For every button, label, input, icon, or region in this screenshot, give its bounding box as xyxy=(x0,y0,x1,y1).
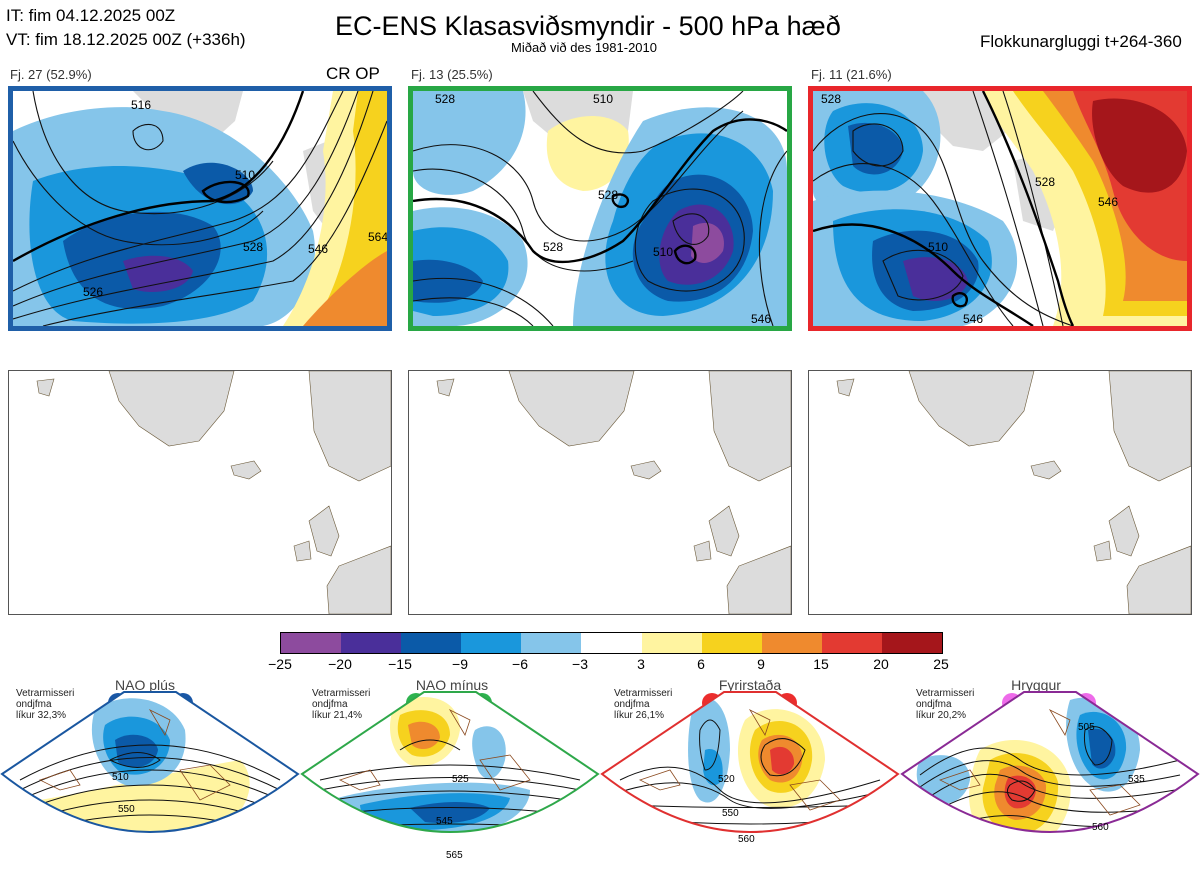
contour-label: 510 xyxy=(928,240,948,254)
cluster-map-3: 528 528 510 546 546 xyxy=(808,86,1192,331)
contour-label: 546 xyxy=(308,242,328,256)
page-subtitle: Miðað við des 1981-2010 xyxy=(511,40,657,55)
contour-label: 528 xyxy=(243,240,263,254)
colorbar xyxy=(280,632,943,654)
colorbar-swatch xyxy=(581,633,642,653)
regime-2-contour-label: 545 xyxy=(436,816,453,827)
contour-label: 546 xyxy=(1098,195,1118,209)
cluster-1-label: Fj. 27 (52.9%) xyxy=(10,67,92,82)
colorbar-swatch xyxy=(341,633,402,653)
regime-3-frame xyxy=(600,691,900,833)
regime-2-name: NAO mínus xyxy=(415,677,489,693)
contour-label: 528 xyxy=(821,92,841,106)
regime-1-frame xyxy=(0,691,300,833)
regime-1-contour-label: 550 xyxy=(118,804,135,815)
colorbar-swatch xyxy=(401,633,462,653)
colorbar-tick: −15 xyxy=(388,656,412,672)
colorbar-swatch xyxy=(821,633,882,653)
colorbar-swatch xyxy=(881,633,943,653)
colorbar-tick: −25 xyxy=(268,656,292,672)
base-map-2-land xyxy=(409,371,791,614)
regime-4-contour-label: 505 xyxy=(1078,722,1095,733)
regime-4-contour-label: 560 xyxy=(1092,822,1109,833)
base-map-3 xyxy=(808,370,1192,615)
colorbar-swatch xyxy=(521,633,582,653)
contour-label: 528 xyxy=(543,240,563,254)
regime-1-name: NAO plús xyxy=(115,677,175,693)
regime-3-contour-label: 520 xyxy=(718,774,735,785)
cluster-map-1: 516 510 528 546 564 526 xyxy=(8,86,392,331)
base-map-3-land xyxy=(809,371,1191,614)
colorbar-tick: 15 xyxy=(813,656,829,672)
colorbar-tick: −9 xyxy=(452,656,468,672)
colorbar-tick: −6 xyxy=(512,656,528,672)
colorbar-swatch xyxy=(761,633,822,653)
contour-label: 528 xyxy=(598,188,618,202)
contour-label: 528 xyxy=(1035,175,1055,189)
colorbar-tick: 25 xyxy=(933,656,949,672)
contour-label: 528 xyxy=(435,92,455,106)
regime-3-contour-label: 550 xyxy=(722,808,739,819)
base-map-1-land xyxy=(9,371,391,614)
regime-4-note: Vetrarmisseri ondjfma líkur 20,2% xyxy=(916,688,975,721)
regime-1-note: Vetrarmisseri ondjfma líkur 32,3% xyxy=(16,688,75,721)
cluster-3-label: Fj. 11 (21.6%) xyxy=(811,67,892,82)
base-map-2 xyxy=(408,370,792,615)
contour-label: 510 xyxy=(653,245,673,259)
regime-2-contour-label: 565 xyxy=(446,850,463,861)
cluster-map-1-field: 516 510 528 546 564 526 xyxy=(13,91,387,326)
regime-1-contour-label: 510 xyxy=(112,772,129,783)
regime-2-note: Vetrarmisseri ondjfma líkur 21,4% xyxy=(312,688,371,721)
colorbar-swatch xyxy=(461,633,522,653)
colorbar-tick: −3 xyxy=(572,656,588,672)
init-time: IT: fim 04.12.2025 00Z xyxy=(6,6,176,25)
regime-3-name: Fyrirstaða xyxy=(718,677,782,693)
contour-label: 510 xyxy=(593,92,613,106)
contour-label: 546 xyxy=(751,312,771,326)
contour-label: 526 xyxy=(83,285,103,299)
colorbar-tick: 3 xyxy=(637,656,645,672)
contour-label: 546 xyxy=(963,312,983,326)
regime-4-name: Hryggur xyxy=(1011,677,1061,693)
regime-3-note: Vetrarmisseri ondjfma líkur 26,1% xyxy=(614,688,673,721)
colorbar-tick: 9 xyxy=(757,656,765,672)
cluster-map-2-field: 528 510 528 528 510 546 xyxy=(413,91,787,326)
contour-label: 510 xyxy=(235,168,255,182)
regime-2-map: 525 545 565 xyxy=(300,691,600,861)
contour-label: 516 xyxy=(131,98,151,112)
regime-3-contour-label: 560 xyxy=(738,834,755,845)
colorbar-swatch xyxy=(281,633,342,653)
regime-4-contour-label: 535 xyxy=(1128,774,1145,785)
regime-2-frame xyxy=(300,691,600,833)
valid-time: VT: fim 18.12.2025 00Z (+336h) xyxy=(6,30,246,49)
regime-4-map: 505 535 560 xyxy=(900,691,1200,833)
regime-4-frame xyxy=(900,691,1200,833)
cluster-2-label: Fj. 13 (25.5%) xyxy=(411,67,493,82)
colorbar-swatch xyxy=(701,633,762,653)
colorbar-swatch xyxy=(641,633,702,653)
colorbar-tick: 20 xyxy=(873,656,889,672)
colorbar-tick: −20 xyxy=(328,656,352,672)
base-map-1 xyxy=(8,370,392,615)
cluster-map-3-field: 528 528 510 546 546 xyxy=(813,91,1187,326)
classification-window: Flokkunargluggi t+264-360 xyxy=(980,32,1182,51)
regime-2-contour-label: 525 xyxy=(452,774,469,785)
cluster-1-tag: CR OP xyxy=(326,64,380,83)
regime-3-map: 520 550 560 xyxy=(600,691,900,845)
page-title: EC-ENS Klasasviðsmyndir - 500 hPa hæð xyxy=(335,11,841,41)
colorbar-tick: 6 xyxy=(697,656,705,672)
contour-label: 564 xyxy=(368,230,387,244)
regime-1-map: 510 550 xyxy=(0,691,300,833)
cluster-map-2: 528 510 528 528 510 546 xyxy=(408,86,792,331)
